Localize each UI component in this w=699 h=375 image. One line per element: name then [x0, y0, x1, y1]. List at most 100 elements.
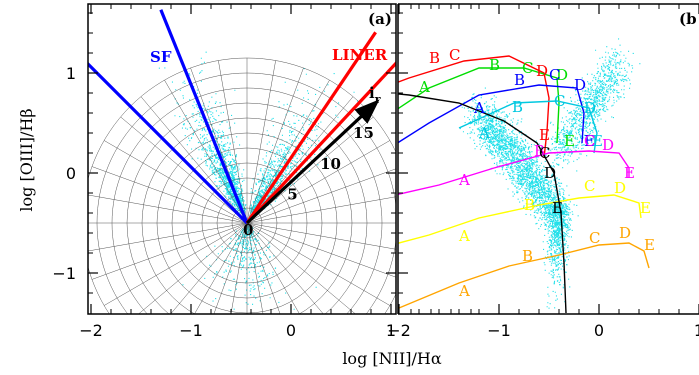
black-marker-c: C — [539, 144, 550, 162]
panel-a-angle-lines — [88, 9, 396, 225]
arrow-label: ir — [369, 84, 381, 106]
track-marker-1-c: C — [522, 59, 533, 77]
track-line-0 — [398, 55, 550, 159]
polar-grid-spoke — [194, 222, 248, 314]
track-marker-3-c: C — [554, 92, 565, 110]
track-marker-5-c: C — [584, 177, 595, 195]
polar-grid-spoke — [103, 140, 248, 224]
polar-grid-spoke — [246, 222, 396, 278]
polar-grid-spoke — [170, 222, 248, 314]
black-marker-d: D — [544, 164, 556, 182]
polar-grid-spoke — [230, 222, 248, 314]
arrow-tick-label: 10 — [320, 155, 341, 173]
arrow-tick-label: 15 — [353, 124, 374, 142]
panel-b-scatter-points — [459, 38, 641, 309]
track-marker-3-b: B — [512, 98, 523, 116]
track-marker-5-b: B — [524, 196, 535, 214]
angle-line-sf — [88, 61, 249, 225]
track-line-2 — [398, 84, 585, 144]
track-marker-3-e: E — [592, 132, 603, 150]
liner-label: LINER — [332, 46, 388, 64]
track-marker-0-c: C — [449, 46, 460, 64]
track-marker-4-e: E — [624, 164, 635, 182]
x-tick-label-b: 0 — [594, 321, 604, 340]
track-line-7 — [398, 93, 567, 314]
polar-grid-spoke — [91, 166, 248, 224]
panel-b-label: (b — [679, 10, 697, 28]
x-tick-label-a: 1 — [386, 321, 396, 340]
panel-b-scatter-cloud — [459, 38, 641, 309]
track-line-6 — [398, 242, 650, 309]
track-marker-1-d: D — [556, 66, 568, 84]
polar-grid-spoke — [140, 96, 248, 224]
polar-grid-spoke — [91, 222, 248, 280]
track-marker-0-b: B — [429, 49, 440, 67]
track-marker-4-c: C — [584, 132, 595, 150]
arrow-tick-label: 5 — [287, 185, 297, 203]
angle-line-liner — [245, 31, 377, 224]
polar-grid-spoke — [103, 222, 248, 306]
angle-line-sf — [159, 9, 249, 224]
panel-a-ticks — [88, 4, 472, 314]
polar-grid-spoke — [246, 222, 281, 314]
polar-grid-spoke — [246, 168, 396, 224]
track-marker-5-a: A — [458, 227, 470, 245]
x-tick-label-a: −2 — [79, 321, 103, 340]
track-line-3 — [458, 100, 598, 154]
arrow-tick-labels: 0 5 10 15 — [243, 124, 374, 239]
panel-b-ticks — [398, 4, 699, 314]
track-marker-2-a: A — [473, 99, 485, 117]
x-tick-label-b: 1 — [694, 321, 699, 340]
polar-grid-spoke — [246, 196, 396, 224]
polar-grid-spoke — [246, 67, 304, 224]
polar-grid-spoke — [120, 116, 248, 224]
polar-grid-spoke — [218, 60, 248, 224]
polar-grid-spoke — [246, 222, 391, 306]
track-marker-3-d: D — [584, 99, 596, 117]
track-marker-2-b: B — [514, 71, 525, 89]
track-marker-5-d: D — [614, 179, 626, 197]
tick-labels: −2 −2 −1 −1 0 0 1 1 −1 0 1 — [52, 64, 699, 340]
y-tick-label: 1 — [66, 64, 76, 83]
x-tick-label-b: −1 — [487, 321, 511, 340]
track-marker-4-d: D — [602, 136, 614, 154]
track-marker-2-c: C — [549, 66, 560, 84]
polar-grid-spoke — [246, 140, 391, 224]
track-line-4 — [398, 150, 630, 196]
black-marker-e: E — [552, 199, 563, 217]
polar-grid-spoke — [213, 222, 248, 314]
angle-line-liner — [245, 60, 396, 225]
polar-grid-spoke — [138, 222, 248, 314]
track-marker-6-a: A — [458, 282, 470, 300]
track-marker-1-e: E — [564, 132, 575, 150]
polar-grid-spoke — [246, 222, 356, 314]
polar-grid-spoke — [246, 222, 264, 314]
track-marker-2-d: D — [574, 76, 586, 94]
y-tick-label: −1 — [52, 264, 76, 283]
panel-a-polar-grid — [88, 57, 396, 314]
ir-arrow — [245, 99, 380, 225]
polar-grid-spoke — [246, 222, 324, 314]
track-marker-3-a: A — [478, 124, 490, 142]
track-marker-6-c: C — [589, 229, 600, 247]
track-marker-0-d: D — [536, 62, 548, 80]
track-marker-1-b: B — [489, 56, 500, 74]
track-marker-4-a: A — [458, 171, 470, 189]
polar-grid-spoke — [246, 222, 396, 250]
track-marker-6-e: E — [644, 236, 655, 254]
x-tick-label-a: −1 — [179, 321, 203, 340]
polar-grid-spoke — [164, 79, 248, 224]
x-axis-title: log [NII]/Hα — [342, 349, 442, 368]
x-tick-label-a: 0 — [286, 321, 296, 340]
panel-b-tracks — [398, 55, 650, 314]
track-marker-1-a: A — [418, 78, 430, 96]
panel-a: SF LINER (a) ir 0 5 10 15 — [87, 3, 472, 315]
track-marker-0-e: E — [539, 126, 550, 144]
track-marker-2-e: E — [584, 132, 595, 150]
track-marker-6-b: B — [522, 247, 533, 265]
polar-grid-spoke — [246, 60, 276, 224]
track-marker-5-e: E — [640, 199, 651, 217]
y-axis-title: log [OIII]/Hβ — [17, 108, 36, 211]
arrow-tick-label: 0 — [243, 221, 253, 239]
